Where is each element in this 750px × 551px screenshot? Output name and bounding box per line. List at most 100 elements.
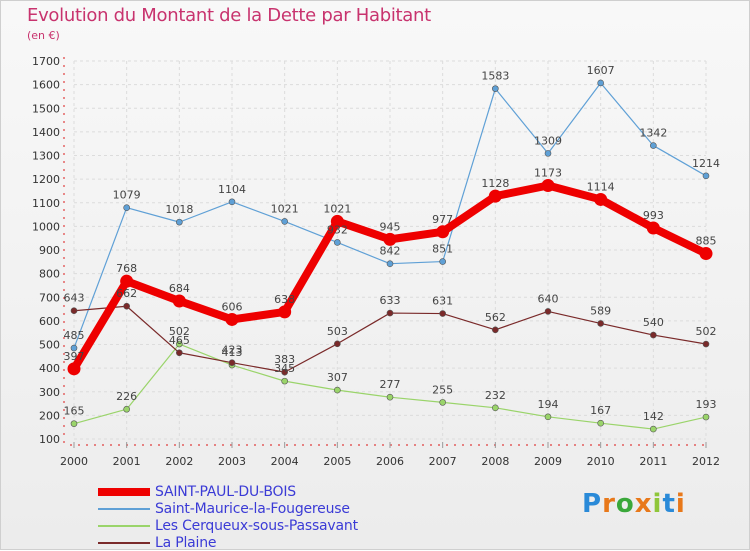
- legend-swatch: [98, 525, 150, 527]
- data-point: [699, 247, 713, 261]
- legend-swatch: [98, 488, 150, 496]
- data-label: 1079: [113, 189, 141, 202]
- data-label: 540: [643, 316, 664, 329]
- x-tick-label: 2006: [376, 455, 404, 468]
- data-label: 768: [116, 262, 137, 275]
- data-point: [646, 221, 660, 235]
- data-point: [597, 419, 604, 427]
- data-label: 485: [64, 329, 85, 342]
- data-point: [439, 399, 446, 406]
- y-tick-label: 100: [39, 433, 60, 446]
- data-label: 643: [64, 292, 85, 305]
- x-tick-label: 2004: [271, 455, 299, 468]
- data-label: 851: [432, 243, 453, 256]
- data-point: [386, 309, 394, 317]
- data-label: 194: [538, 398, 559, 411]
- data-label: 606: [222, 300, 243, 313]
- data-label: 993: [643, 209, 664, 222]
- legend-label: La Plaine: [155, 535, 217, 551]
- data-label: 589: [590, 304, 611, 317]
- legend-label: Les Cerqueux-sous-Passavant: [155, 518, 358, 534]
- y-tick-label: 1000: [32, 220, 60, 233]
- data-label: 640: [538, 292, 559, 305]
- data-point: [597, 79, 604, 87]
- data-label: 842: [380, 245, 401, 258]
- y-tick-label: 800: [39, 268, 60, 281]
- data-point: [492, 404, 499, 412]
- data-point: [544, 413, 552, 421]
- data-point: [334, 340, 341, 348]
- data-point: [650, 331, 657, 339]
- y-tick-label: 200: [39, 409, 60, 422]
- data-point: [544, 308, 552, 315]
- data-point: [228, 198, 236, 206]
- data-label: 1018: [165, 203, 193, 216]
- y-tick-label: 600: [39, 315, 60, 328]
- data-point: [225, 312, 239, 326]
- legend-item: Saint-Maurice-la-Fougereuse: [98, 501, 350, 517]
- y-tick-label: 1100: [32, 197, 60, 210]
- data-label: 502: [696, 325, 717, 338]
- data-point: [228, 359, 236, 366]
- data-label: 1114: [587, 180, 615, 193]
- data-point: [330, 214, 344, 228]
- y-tick-label: 400: [39, 362, 60, 375]
- y-tick-label: 1700: [32, 55, 60, 68]
- data-point: [594, 192, 608, 206]
- y-tick-label: 1300: [32, 150, 60, 163]
- data-point: [281, 218, 288, 225]
- data-label: 167: [590, 404, 611, 417]
- x-tick-label: 2005: [323, 455, 351, 468]
- data-label: 1021: [323, 202, 351, 215]
- data-label: 165: [64, 405, 85, 418]
- data-point: [334, 386, 341, 394]
- data-point: [488, 189, 502, 203]
- data-point: [544, 150, 552, 157]
- data-point: [436, 225, 450, 239]
- legend-swatch: [98, 508, 150, 510]
- data-point: [67, 362, 81, 376]
- data-point: [650, 425, 657, 433]
- data-label: 662: [116, 287, 137, 300]
- data-label: 307: [327, 371, 348, 384]
- y-tick-label: 300: [39, 386, 60, 399]
- data-point: [386, 260, 394, 268]
- legend-item: Les Cerqueux-sous-Passavant: [98, 518, 358, 534]
- proxiti-logo: Proxiti: [582, 489, 686, 519]
- data-label: 932: [327, 223, 348, 236]
- y-tick-label: 500: [39, 339, 60, 352]
- data-point: [123, 204, 130, 212]
- data-point: [278, 305, 292, 319]
- data-label: 638: [274, 293, 295, 306]
- data-label: 226: [116, 390, 137, 403]
- data-label: 684: [169, 282, 190, 295]
- data-label: 1128: [481, 177, 509, 190]
- data-label: 633: [380, 294, 401, 307]
- data-point: [176, 340, 183, 348]
- x-tick-label: 2001: [113, 455, 141, 468]
- data-label: 1342: [639, 127, 667, 140]
- data-label: 885: [696, 235, 717, 248]
- data-point: [176, 349, 183, 357]
- x-tick-label: 2008: [481, 455, 509, 468]
- data-point: [281, 368, 288, 376]
- data-point: [281, 377, 288, 385]
- data-label: 1309: [534, 134, 562, 147]
- x-tick-label: 2012: [692, 455, 720, 468]
- data-point: [386, 393, 394, 401]
- data-label: 502: [169, 325, 190, 338]
- data-label: 465: [169, 334, 190, 347]
- legend-item: La Plaine: [98, 535, 217, 551]
- legend-label: SAINT-PAUL-DU-BOIS: [155, 484, 296, 500]
- data-point: [176, 218, 183, 226]
- y-tick-label: 1400: [32, 126, 60, 139]
- legend-item: SAINT-PAUL-DU-BOIS: [98, 484, 296, 500]
- data-point: [334, 239, 341, 246]
- data-label: 383: [274, 353, 295, 366]
- x-tick-label: 2007: [429, 455, 457, 468]
- y-tick-label: 1500: [32, 102, 60, 115]
- data-point: [120, 274, 134, 288]
- data-point: [439, 258, 446, 265]
- data-point: [70, 420, 78, 427]
- y-tick-label: 700: [39, 291, 60, 304]
